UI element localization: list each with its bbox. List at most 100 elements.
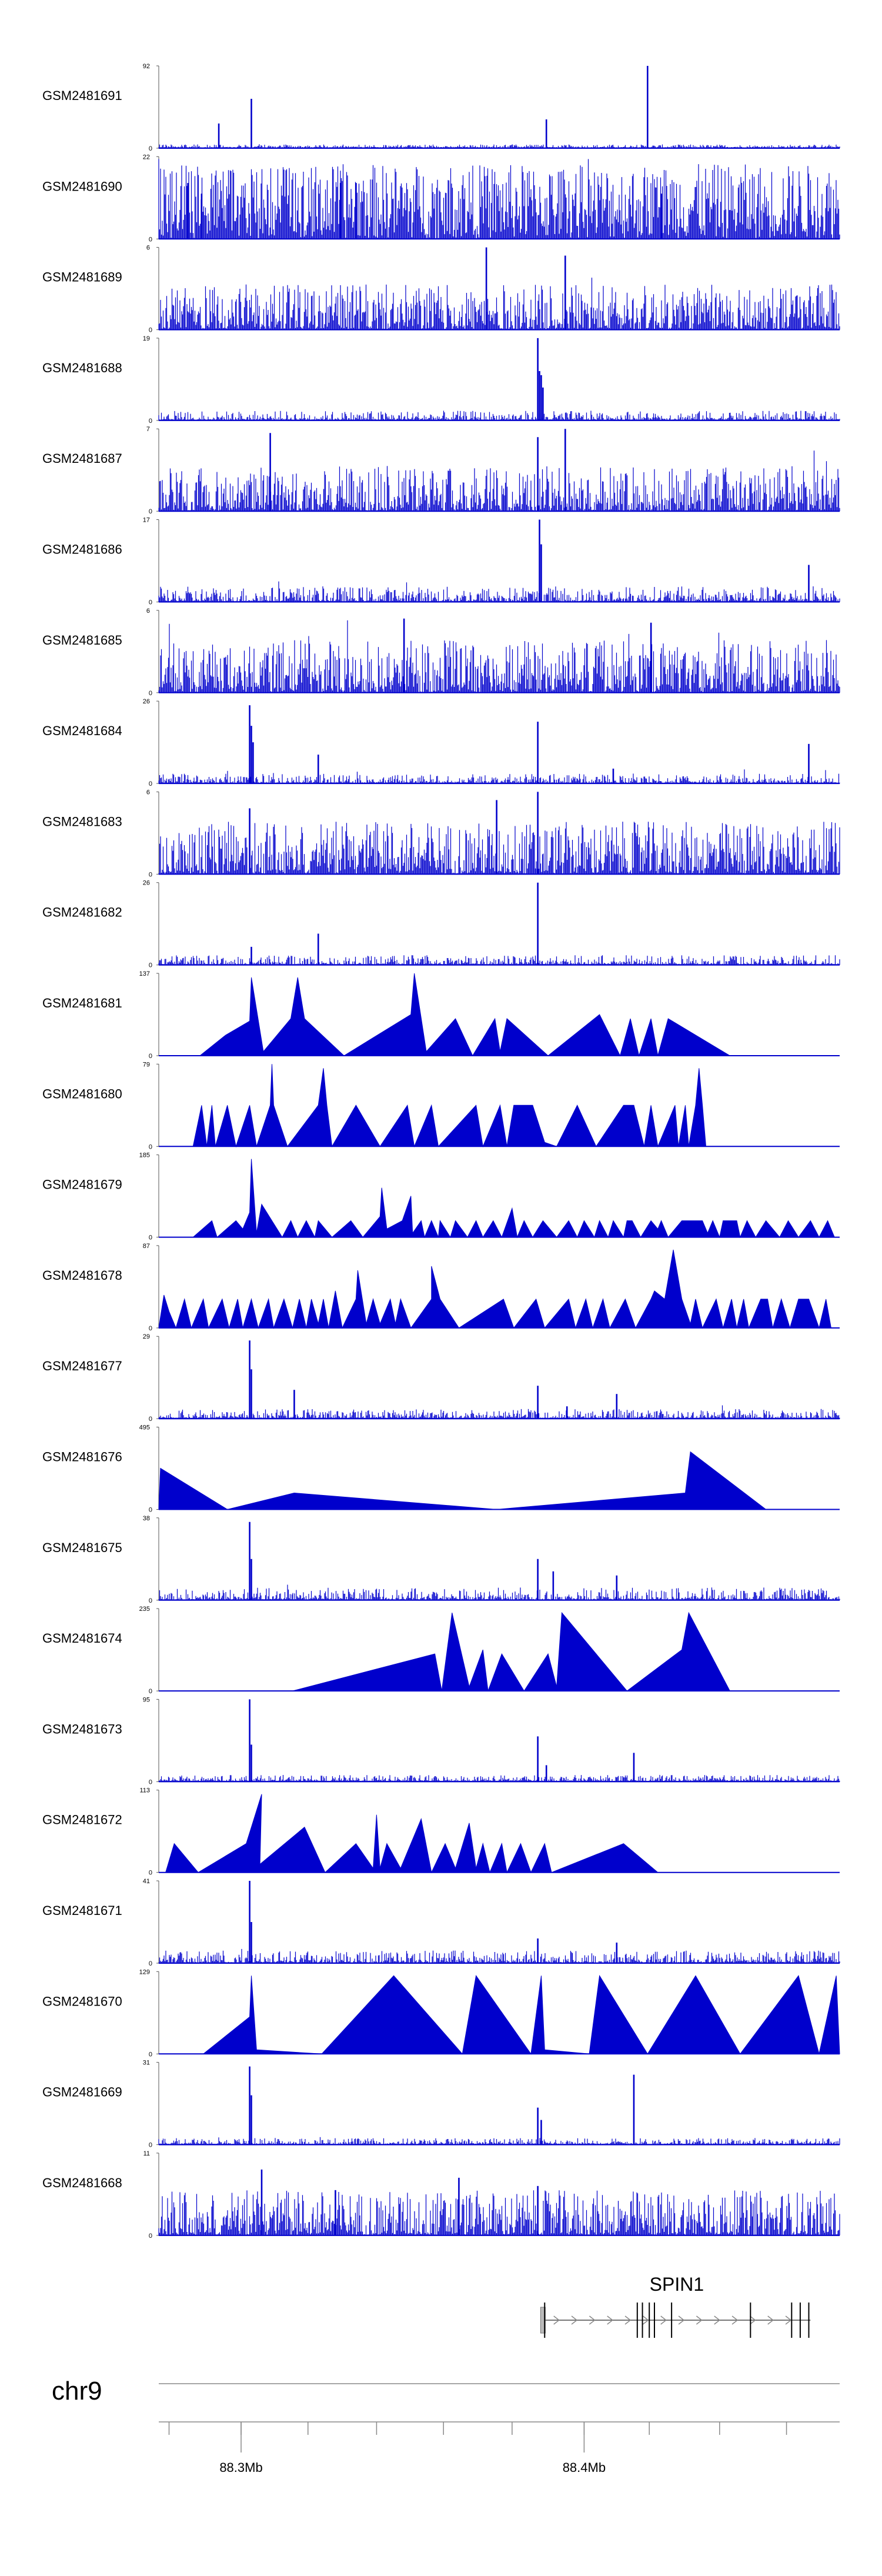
axis-tick-label: 88.4Mb — [563, 2460, 606, 2475]
strand-arrow — [785, 2315, 792, 2325]
y-zero-label: 0 — [149, 599, 152, 606]
y-max-label: 22 — [143, 154, 150, 161]
y-max-label: 137 — [139, 970, 150, 977]
genome-axis: chr9 88.3Mb 88.4Mb — [52, 2377, 840, 2475]
track-GSM2481679: GSM2481679 185 0 — [42, 1152, 840, 1242]
y-max-label: 29 — [143, 1333, 150, 1340]
track-GSM2481677: GSM2481677 29 0 — [42, 1333, 840, 1423]
y-max-label: 87 — [143, 1243, 150, 1250]
y-max-label: 31 — [143, 2060, 150, 2067]
strand-arrow — [749, 2315, 756, 2325]
y-max-label: 38 — [143, 1515, 150, 1522]
signal-tracks: GSM2481691920GSM2481690220GSM248168960GS… — [42, 63, 840, 2240]
gene-name-label: SPIN1 — [650, 2274, 704, 2295]
track-GSM2481675: GSM2481675 38 0 — [42, 1515, 840, 1604]
track-GSM2481689: GSM2481689 6 0 — [42, 245, 840, 334]
signal-area — [192, 1159, 835, 1239]
track-GSM2481681: GSM2481681 137 0 — [42, 970, 840, 1060]
track-label: GSM2481668 — [42, 2175, 122, 2190]
signal-area — [165, 1794, 659, 1874]
strand-arrow — [696, 2315, 703, 2325]
y-max-label: 17 — [143, 517, 150, 524]
y-max-label: 92 — [143, 63, 150, 70]
signal-profile — [158, 159, 840, 239]
strand-arrow — [678, 2315, 685, 2325]
y-max-label: 6 — [146, 245, 150, 252]
y-zero-label: 0 — [149, 1778, 152, 1786]
gene-start-box — [540, 2307, 546, 2334]
signal-profile — [158, 278, 840, 330]
track-GSM2481669: GSM2481669 31 0 — [42, 2060, 840, 2149]
y-max-label: 26 — [143, 880, 150, 887]
y-max-label: 7 — [146, 426, 150, 433]
y-zero-label: 0 — [149, 1597, 152, 1604]
track-GSM2481668: GSM2481668 11 0 — [42, 2150, 840, 2240]
signal-area — [192, 1064, 707, 1148]
track-GSM2481676: GSM2481676 495 0 — [42, 1424, 840, 1514]
y-zero-label: 0 — [149, 1416, 152, 1423]
track-label: GSM2481680 — [42, 1086, 122, 1101]
track-GSM2481674: GSM2481674 235 0 — [42, 1606, 840, 1695]
signal-area — [158, 1249, 831, 1329]
strand-arrow — [642, 2315, 649, 2325]
y-zero-label: 0 — [149, 2233, 152, 2240]
track-label: GSM2481683 — [42, 814, 122, 829]
y-zero-label: 0 — [149, 1053, 152, 1060]
y-max-label: 113 — [139, 1787, 150, 1794]
track-label: GSM2481672 — [42, 1813, 122, 1827]
y-zero-label: 0 — [149, 962, 152, 969]
y-max-label: 11 — [143, 2150, 150, 2157]
track-label: GSM2481689 — [42, 270, 122, 285]
y-max-label: 495 — [139, 1424, 150, 1432]
track-label: GSM2481681 — [42, 996, 122, 1010]
track-GSM2481686: GSM2481686 17 0 — [42, 517, 840, 606]
track-label: GSM2481671 — [42, 1903, 122, 1918]
track-GSM2481691: GSM2481691 92 0 — [42, 63, 840, 152]
y-zero-label: 0 — [149, 690, 152, 697]
strand-arrow — [589, 2315, 596, 2325]
track-GSM2481688: GSM2481688 19 0 — [42, 335, 840, 425]
y-zero-label: 0 — [149, 1688, 152, 1695]
track-label: GSM2481670 — [42, 1994, 122, 2008]
y-zero-label: 0 — [149, 1507, 152, 1514]
track-GSM2481685: GSM2481685 6 0 — [42, 608, 840, 697]
y-zero-label: 0 — [149, 2142, 152, 2149]
track-label: GSM2481673 — [42, 1721, 122, 1736]
y-max-label: 6 — [146, 789, 150, 796]
y-max-label: 235 — [139, 1606, 150, 1613]
axis-tick-label: 88.3Mb — [219, 2460, 262, 2475]
y-zero-label: 0 — [149, 145, 152, 152]
track-label: GSM2481678 — [42, 1268, 122, 1283]
y-zero-label: 0 — [149, 508, 152, 515]
y-zero-label: 0 — [149, 1870, 152, 1877]
y-max-label: 6 — [146, 608, 150, 615]
chromosome-label: chr9 — [52, 2377, 102, 2405]
y-max-label: 95 — [143, 1696, 150, 1703]
gene-annotation-track: SPIN1 — [540, 2274, 811, 2338]
track-GSM2481687: GSM2481687 7 0 — [42, 426, 840, 515]
track-GSM2481682: GSM2481682 26 0 — [42, 880, 840, 969]
y-max-label: 79 — [143, 1061, 150, 1068]
track-GSM2481680: GSM2481680 79 0 — [42, 1061, 840, 1150]
y-zero-label: 0 — [149, 418, 152, 425]
track-label: GSM2481675 — [42, 1540, 122, 1555]
y-max-label: 185 — [139, 1152, 150, 1159]
track-GSM2481690: GSM2481690 22 0 — [42, 154, 840, 243]
track-GSM2481684: GSM2481684 26 0 — [42, 698, 840, 788]
track-label: GSM2481676 — [42, 1450, 122, 1464]
y-max-label: 129 — [139, 1968, 150, 1976]
strand-arrow — [731, 2315, 739, 2325]
strand-arrow — [624, 2315, 632, 2325]
track-label: GSM2481669 — [42, 2085, 122, 2100]
y-zero-label: 0 — [149, 2051, 152, 2058]
strand-arrow — [660, 2315, 667, 2325]
track-label: GSM2481691 — [42, 88, 122, 103]
track-GSM2481673: GSM2481673 95 0 — [42, 1696, 840, 1786]
y-zero-label: 0 — [149, 236, 152, 243]
y-zero-label: 0 — [149, 1143, 152, 1150]
y-max-label: 26 — [143, 698, 150, 705]
y-max-label: 19 — [143, 335, 150, 342]
track-label: GSM2481685 — [42, 633, 122, 648]
signal-area — [202, 1974, 840, 2055]
track-label: GSM2481682 — [42, 905, 122, 920]
